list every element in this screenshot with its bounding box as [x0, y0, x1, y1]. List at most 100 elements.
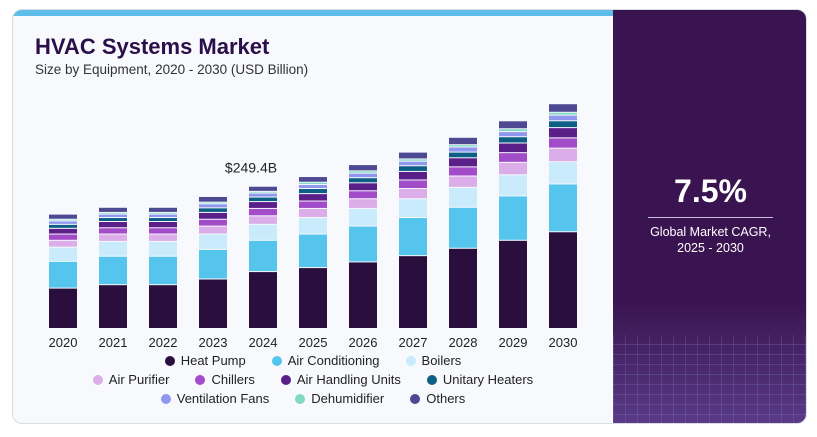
cagr-label: Global Market CAGR, 2025 - 2030: [613, 224, 806, 256]
legend-label: Heat Pump: [180, 353, 246, 368]
legend-label: Chillers: [211, 372, 255, 387]
legend-label: Air Handling Units: [296, 372, 401, 387]
bar-segment-2027-air-purifier: [399, 189, 427, 199]
bar-segment-2021-air-handling-units: [99, 222, 127, 228]
bar-segment-2024-air-purifier: [249, 216, 277, 224]
bar-segment-2028-others: [449, 137, 477, 145]
chart-legend: Heat Pump Air Conditioning Boilers Air Puri…: [13, 351, 613, 408]
bar-segment-2022-others: [149, 207, 177, 212]
bar-segment-2020-chillers: [49, 234, 77, 240]
bar-segment-2023-dehumidifier: [199, 202, 227, 204]
bar-segment-2021-chillers: [99, 228, 127, 234]
bar-segment-2029-dehumidifier: [499, 129, 527, 132]
legend-label: Others: [426, 391, 466, 406]
cagr-value: 7.5%: [674, 173, 747, 209]
bar-segment-2029-unitary-heaters: [499, 137, 527, 143]
bar-segment-2028-heat-pump: [449, 248, 477, 328]
x-tick-label: 2030: [549, 335, 578, 350]
bar-segment-2029-air-conditioning: [499, 196, 527, 240]
bar-segment-2023-ventilation-fans: [199, 204, 227, 208]
bar-segment-2028-ventilation-fans: [449, 147, 477, 152]
legend-item-ventilation-fans: Ventilation Fans: [160, 391, 270, 406]
bar-segment-2021-others: [99, 207, 127, 212]
bar-segment-2027-boilers: [399, 199, 427, 218]
bar-segment-2023-chillers: [199, 219, 227, 226]
x-tick-label: 2020: [49, 335, 78, 350]
bar-segment-2028-air-conditioning: [449, 207, 477, 248]
cagr-label-line1: Global Market CAGR,: [650, 225, 771, 239]
x-tick-label: 2022: [149, 335, 178, 350]
bar-segment-2023-boilers: [199, 234, 227, 249]
bar-segment-2021-heat-pump: [99, 285, 127, 328]
cagr-panel: 7.5% Global Market CAGR, 2025 - 2030: [613, 10, 806, 423]
chart-title: HVAC Systems Market: [35, 34, 270, 59]
bar-segment-2021-boilers: [99, 241, 127, 256]
bar-segment-2026-ventilation-fans: [349, 173, 377, 178]
chart-card: HVAC Systems Market Size by Equipment, 2…: [12, 9, 807, 424]
legend-row: Ventilation Fans Dehumidifier Others: [13, 389, 613, 408]
bar-segment-2025-air-purifier: [299, 208, 327, 218]
bar-segment-2025-ventilation-fans: [299, 185, 327, 189]
bar-segment-2026-air-purifier: [349, 199, 377, 208]
bar-segment-2023-unitary-heaters: [199, 208, 227, 212]
bar-segment-2020-dehumidifier: [49, 219, 77, 221]
bar-segment-2030-chillers: [549, 138, 577, 148]
legend-swatch: [295, 393, 306, 404]
bar-segment-2020-boilers: [49, 247, 77, 261]
legend-item-air-purifier: Air Purifier: [92, 372, 169, 387]
bar-segment-2020-heat-pump: [49, 288, 77, 328]
bar-segment-2025-boilers: [299, 218, 327, 234]
bar-segment-2026-air-handling-units: [349, 183, 377, 191]
bar-segment-2028-dehumidifier: [449, 145, 477, 147]
legend-item-boilers: Boilers: [405, 353, 461, 368]
bar-segment-2021-air-conditioning: [99, 256, 127, 285]
bar-segment-2020-air-handling-units: [49, 228, 77, 234]
legend-swatch: [426, 374, 437, 385]
chart-subtitle: Size by Equipment, 2020 - 2030 (USD Bill…: [35, 62, 309, 77]
bar-segment-2030-air-purifier: [549, 148, 577, 162]
legend-row: Heat Pump Air Conditioning Boilers: [13, 351, 613, 370]
bar-segment-2027-others: [399, 152, 427, 159]
bar-segment-2023-air-conditioning: [199, 249, 227, 279]
cagr-label-line2: 2025 - 2030: [677, 241, 744, 255]
bar-segment-2022-unitary-heaters: [149, 218, 177, 222]
bar-segment-2020-air-conditioning: [49, 261, 77, 288]
legend-label: Dehumidifier: [311, 391, 385, 406]
bar-segment-2025-heat-pump: [299, 268, 327, 328]
legend-item-others: Others: [410, 391, 465, 406]
bar-segment-2025-chillers: [299, 201, 327, 208]
bar-segment-2021-air-purifier: [99, 234, 127, 241]
legend-swatch: [92, 374, 103, 385]
bar-segment-2029-boilers: [499, 175, 527, 196]
cagr-divider: [648, 217, 773, 218]
bar-segment-2029-air-handling-units: [499, 143, 527, 153]
legend-swatch: [164, 355, 175, 366]
bar-segment-2024-boilers: [249, 224, 277, 240]
bar-segment-2030-boilers: [549, 162, 577, 184]
bar-segment-2029-heat-pump: [499, 240, 527, 328]
legend-item-heat-pump: Heat Pump: [164, 353, 246, 368]
bar-segment-2024-dehumidifier: [249, 191, 277, 193]
legend-item-chillers: Chillers: [195, 372, 255, 387]
bar-segment-2022-air-conditioning: [149, 256, 177, 285]
x-tick-label: 2028: [449, 335, 478, 350]
bar-segment-2026-chillers: [349, 191, 377, 199]
bar-segment-2022-ventilation-fans: [149, 214, 177, 218]
bar-segment-2022-air-purifier: [149, 234, 177, 241]
bar-segment-2030-dehumidifier: [549, 112, 577, 115]
bar-segment-2024-air-conditioning: [249, 240, 277, 272]
legend-label: Unitary Heaters: [442, 372, 534, 387]
bar-segment-2026-air-conditioning: [349, 226, 377, 262]
legend-label: Ventilation Fans: [176, 391, 270, 406]
bar-segment-2022-chillers: [149, 228, 177, 234]
bar-segment-2023-air-purifier: [199, 226, 227, 234]
bar-segment-2024-others: [249, 186, 277, 191]
x-tick-label: 2025: [299, 335, 328, 350]
bar-segment-2024-heat-pump: [249, 272, 277, 328]
bar-segment-2022-air-handling-units: [149, 222, 177, 228]
legend-item-unitary-heaters: Unitary Heaters: [426, 372, 534, 387]
bar-segment-2026-others: [349, 165, 377, 171]
bar-segment-2023-heat-pump: [199, 279, 227, 328]
bar-segment-2027-unitary-heaters: [399, 166, 427, 171]
legend-swatch: [271, 355, 282, 366]
